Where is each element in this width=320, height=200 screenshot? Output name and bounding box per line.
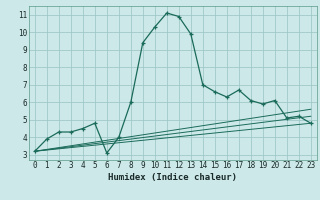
X-axis label: Humidex (Indice chaleur): Humidex (Indice chaleur) bbox=[108, 173, 237, 182]
